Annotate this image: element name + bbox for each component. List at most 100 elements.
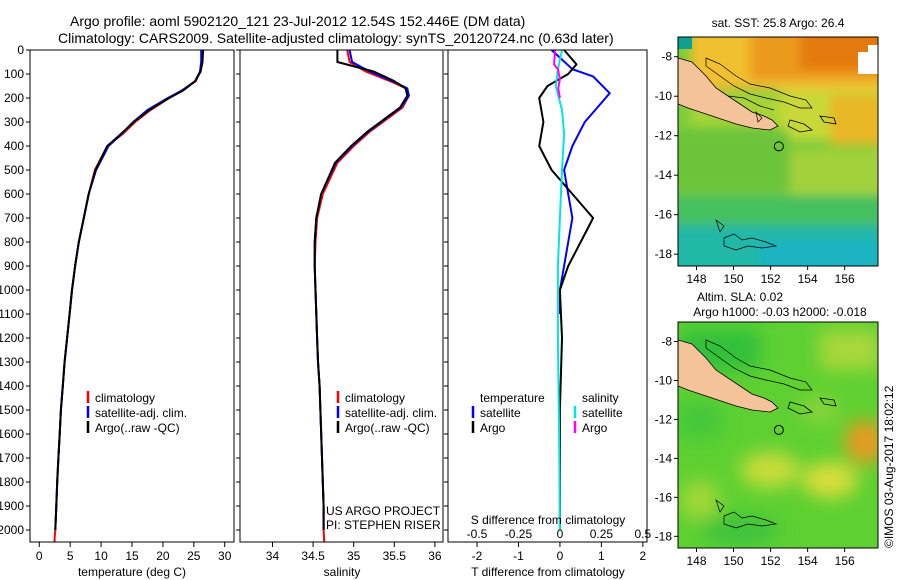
series-line-argo-raw-qc- (313, 50, 409, 530)
difference-y-tick-marks (444, 49, 448, 531)
s-diff-tick-label: -0.5 (467, 527, 488, 541)
legend-label-argo: Argo(..raw -QC) (95, 421, 180, 435)
x-tick-label: 15 (125, 549, 139, 563)
x-tick-label: 0 (36, 549, 43, 563)
s-difference-label: S difference from climatology (471, 513, 626, 527)
s-diff-tick-label: 0.5 (635, 527, 652, 541)
legend-title-temperature: temperature (480, 391, 545, 405)
lat-tick-label: -16 (655, 208, 673, 222)
legend-label-t-argo: Argo (480, 421, 506, 435)
legend-title-salinity: salinity (582, 391, 619, 405)
depth-tick-label: 1900 (0, 499, 24, 513)
lon-tick-label: 150 (724, 554, 744, 568)
legend-label-argo: Argo(..raw -QC) (345, 421, 430, 435)
temperature-x-label: temperature (deg C) (78, 565, 186, 579)
series-line-climatology (53, 50, 204, 542)
depth-tick-label: 600 (4, 187, 24, 201)
temperature-series-group (53, 50, 205, 542)
depth-tick-label: 2000 (0, 523, 24, 537)
depth-tick-label: 1800 (0, 475, 24, 489)
temperature-legend: climatology satellite-adj. clim. Argo(..… (86, 391, 187, 435)
lat-tick-label: -14 (655, 168, 673, 182)
salinity-diff-legend: salinity satellite Argo (573, 391, 623, 435)
sla-map-title-line1: Altim. SLA: 0.02 (697, 290, 783, 304)
lon-tick-label: 150 (724, 272, 744, 286)
x-tick-label: 35 (347, 549, 361, 563)
difference-panel: -2 -1 0 1 2 -0.5 -0.25 0 0.25 0.5 T difference f… (444, 49, 652, 579)
lat-tick-label: -16 (655, 490, 673, 504)
depth-y-ticks: 0 100 200 300 400 500 600 700 800 900 1000 1100 1200… (0, 43, 30, 537)
t-difference-x-label: T difference from climatology (471, 565, 625, 579)
lat-tick-label: -10 (655, 373, 673, 387)
sst-map-image (678, 37, 878, 266)
depth-tick-label: 400 (4, 139, 24, 153)
x-tick-label: 25 (187, 549, 201, 563)
lon-tick-label: 154 (798, 554, 818, 568)
lat-tick-label: -12 (655, 129, 673, 143)
sla-map-frame (677, 321, 879, 549)
temperature-x-ticks: 0 5 10 15 20 25 30 (36, 542, 232, 563)
depth-tick-label: 1500 (0, 403, 24, 417)
float-position-marker (773, 424, 784, 435)
x-tick-label: 10 (94, 549, 108, 563)
difference-series-group (538, 50, 611, 531)
legend-label-s-satellite: satellite (582, 406, 623, 420)
lat-tick-label: -10 (655, 89, 673, 103)
imos-credit: ©IMOS 03-Aug-2017 18:02:12 (882, 385, 896, 548)
lat-tick-label: -14 (655, 451, 673, 465)
lon-tick-label: 154 (798, 272, 818, 286)
depth-tick-label: 1000 (0, 283, 24, 297)
salinity-panel: 34 34.5 35 35.5 36 salinity climatology sate… (236, 49, 444, 579)
lon-tick-label: 156 (835, 272, 855, 286)
series-line-satellite-adj-clim- (313, 50, 410, 530)
x-tick-label: 0 (557, 549, 564, 563)
legend-label-satellite: satellite-adj. clim. (95, 406, 187, 420)
project-annotation: US ARGO PROJECT (326, 504, 441, 518)
lat-tick-label: -18 (655, 247, 673, 261)
salinity-series-group (313, 50, 410, 542)
s-diff-tick-label: 0 (557, 527, 564, 541)
sla-map-lat-ticks: -8 -10 -12 -14 -16 -18 (655, 334, 678, 543)
series-line-temperature-satellite (550, 50, 611, 314)
legend-label-satellite: satellite-adj. clim. (345, 406, 437, 420)
x-tick-label: 35.5 (383, 549, 407, 563)
legend-label-t-satellite: satellite (480, 406, 521, 420)
series-line-temperature-argo (538, 50, 595, 530)
sla-map-image (678, 322, 878, 548)
new-guinea-landmass (678, 57, 779, 131)
salinity-x-label: salinity (324, 565, 361, 579)
salinity-x-ticks: 34 34.5 35 35.5 36 (266, 542, 442, 563)
depth-tick-label: 0 (17, 43, 24, 57)
depth-tick-label: 1700 (0, 451, 24, 465)
lon-tick-label: 152 (761, 272, 781, 286)
salinity-axes-frame (239, 49, 444, 543)
depth-tick-label: 800 (4, 235, 24, 249)
legend-label-s-argo: Argo (582, 421, 608, 435)
x-tick-label: 2 (640, 549, 647, 563)
series-line-salinity-argo (553, 50, 561, 99)
sla-map-title-line2: Argo h1000: -0.03 h2000: -0.018 (693, 305, 867, 319)
depth-tick-label: 1100 (0, 307, 24, 321)
depth-tick-label: 900 (4, 259, 24, 273)
x-tick-label: 34 (266, 549, 280, 563)
depth-tick-label: 300 (4, 115, 24, 129)
depth-tick-label: 200 (4, 91, 24, 105)
s-difference-ticks: -0.5 -0.25 0 0.25 0.5 (467, 527, 652, 541)
lat-tick-label: -8 (661, 334, 672, 348)
t-difference-x-ticks: -2 -1 0 1 2 (472, 542, 647, 563)
lat-tick-label: -8 (661, 50, 672, 64)
s-diff-tick-label: -0.25 (505, 527, 533, 541)
sla-map: -8 -10 -12 -14 -16 -18 148 150 152 154 156 (655, 321, 879, 568)
depth-tick-label: 1200 (0, 331, 24, 345)
sst-map-frame (677, 36, 879, 267)
sst-map: -8 -10 -12 -14 -16 -18 148 150 152 154 156 (655, 36, 879, 286)
figure-title-line2: Climatology: CARS2009. Satellite-adjuste… (58, 30, 614, 46)
depth-tick-label: 1600 (0, 427, 24, 441)
lat-tick-label: -12 (655, 412, 673, 426)
pi-annotation: PI: STEPHEN RISER (326, 518, 441, 532)
lon-tick-label: 152 (761, 554, 781, 568)
sst-map-lat-ticks: -8 -10 -12 -14 -16 -18 (655, 50, 678, 261)
x-tick-label: 1 (598, 549, 605, 563)
difference-axes-frame (447, 49, 648, 543)
